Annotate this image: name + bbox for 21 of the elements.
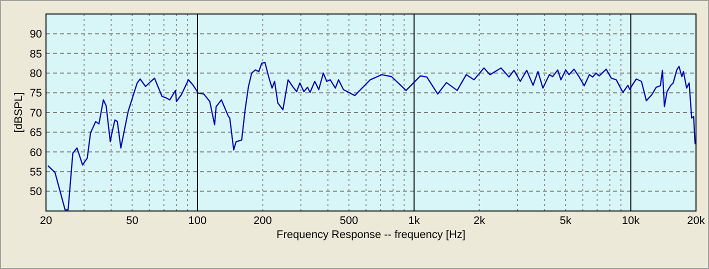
x-tick-label: 500 xyxy=(340,215,358,227)
x-tick-label: 1k xyxy=(408,215,420,227)
x-tick-label: 50 xyxy=(126,215,138,227)
y-tick-label: 50 xyxy=(30,186,42,198)
y-tick-label: 80 xyxy=(30,68,42,80)
x-axis-title: Frequency Response -- frequency [Hz] xyxy=(276,229,466,241)
x-tick-label: 100 xyxy=(188,215,207,227)
y-tick-label: 90 xyxy=(30,28,42,41)
y-tick-label: 85 xyxy=(30,48,42,60)
y-tick-label: 65 xyxy=(30,127,42,140)
y-axis-title: [dBSPL] xyxy=(13,92,25,133)
x-tick-label: 5k xyxy=(560,215,572,227)
x-tick-label: 200 xyxy=(253,215,272,227)
y-tick-label: 60 xyxy=(30,146,42,159)
y-tick-label: 55 xyxy=(30,166,42,178)
x-tick-label: 2k xyxy=(474,215,486,227)
x-tick-label: 10k xyxy=(622,215,640,227)
x-tick-label: 20k xyxy=(687,215,706,227)
x-tick-label: 20 xyxy=(40,215,52,227)
y-tick-label: 75 xyxy=(30,88,42,100)
y-tick-label: 70 xyxy=(30,107,42,120)
